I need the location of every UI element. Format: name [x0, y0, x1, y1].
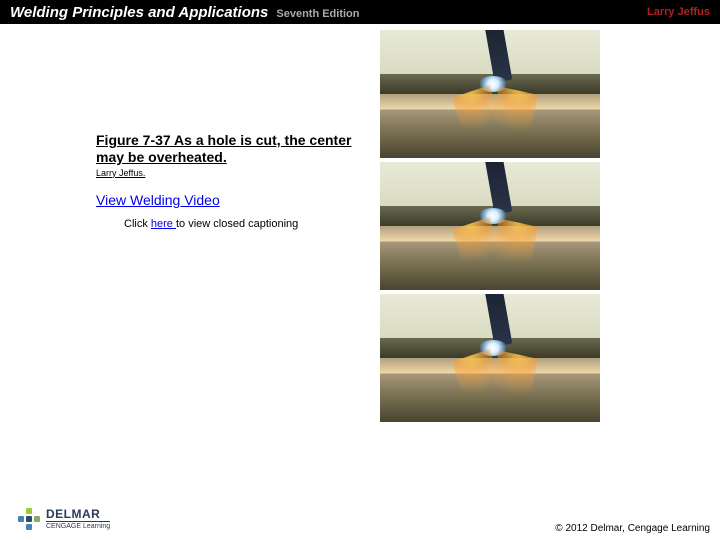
- edition-label: Seventh Edition: [276, 8, 359, 20]
- cc-prefix: Click: [124, 218, 151, 230]
- logo-text: DELMAR CENGAGE Learning: [46, 508, 110, 530]
- welding-image-3: [380, 294, 600, 422]
- image-stack: [380, 30, 600, 426]
- figure-caption: Figure 7-37 As a hole is cut, the center…: [96, 132, 356, 166]
- logo-sub: CENGAGE Learning: [46, 521, 110, 530]
- cc-suffix: to view closed captioning: [176, 218, 298, 230]
- welding-image-1: [380, 30, 600, 158]
- closed-caption-line: Click here to view closed captioning: [124, 218, 356, 230]
- author-label: Larry Jeffus: [647, 6, 710, 18]
- header-bar: Welding Principles and Applications Seve…: [0, 0, 720, 24]
- publisher-logo: DELMAR CENGAGE Learning: [18, 508, 110, 530]
- view-welding-video-link[interactable]: View Welding Video: [96, 192, 356, 208]
- cc-here-link[interactable]: here: [151, 218, 176, 230]
- logo-mark-icon: [18, 508, 40, 530]
- content-area: Figure 7-37 As a hole is cut, the center…: [0, 24, 720, 504]
- figure-credit: Larry Jeffus.: [96, 168, 356, 178]
- copyright-text: © 2012 Delmar, Cengage Learning: [555, 523, 710, 534]
- header-left: Welding Principles and Applications Seve…: [10, 4, 360, 21]
- logo-brand: DELMAR: [46, 508, 110, 520]
- footer: DELMAR CENGAGE Learning © 2012 Delmar, C…: [0, 504, 720, 540]
- welding-image-2: [380, 162, 600, 290]
- book-title: Welding Principles and Applications: [10, 4, 268, 21]
- text-block: Figure 7-37 As a hole is cut, the center…: [96, 132, 356, 230]
